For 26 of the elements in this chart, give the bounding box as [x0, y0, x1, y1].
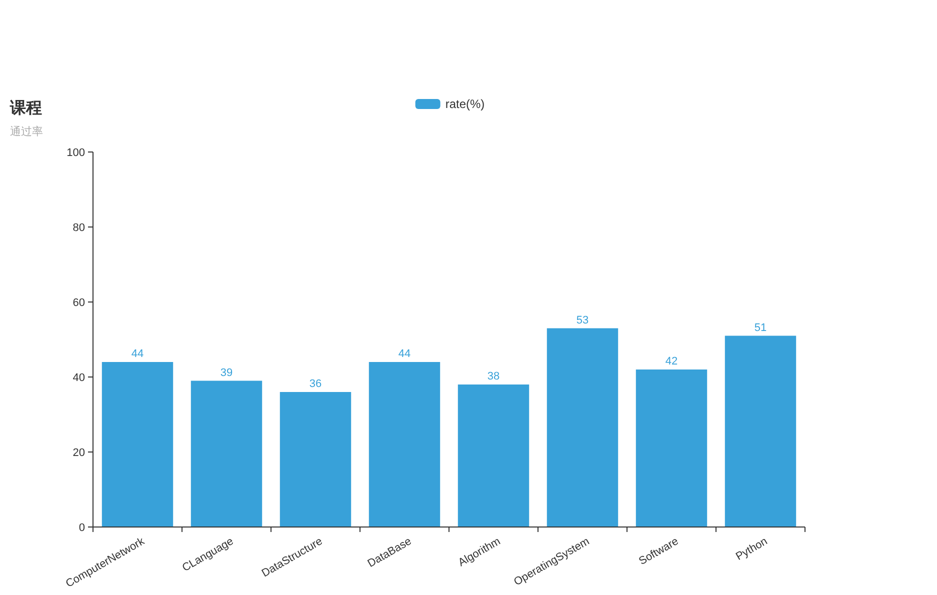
y-tick-label: 80	[72, 222, 85, 234]
y-tick-label: 0	[78, 522, 85, 534]
bar	[458, 384, 530, 527]
y-tick-label: 20	[72, 447, 85, 459]
bar	[280, 392, 352, 527]
y-tick-label: 40	[72, 372, 85, 384]
bar	[546, 328, 618, 527]
bar	[102, 362, 174, 527]
bar	[636, 370, 708, 527]
chart-title: 课程	[9, 99, 42, 117]
y-tick-label: 60	[72, 297, 85, 309]
data-label: 53	[576, 314, 589, 326]
data-label: 51	[754, 322, 767, 334]
data-label: 39	[220, 366, 233, 379]
bar	[724, 336, 796, 527]
bar	[190, 380, 262, 527]
bar	[368, 362, 440, 527]
legend: rate(%)	[415, 97, 485, 111]
y-tick-label: 100	[66, 147, 85, 159]
legend-label: rate(%)	[445, 97, 485, 111]
data-label: 36	[309, 378, 322, 390]
data-label: 44	[398, 348, 411, 360]
data-label: 44	[131, 348, 144, 360]
data-label: 42	[665, 356, 678, 368]
data-label: 38	[487, 370, 500, 382]
chart-subtitle: 通过率	[10, 125, 43, 138]
